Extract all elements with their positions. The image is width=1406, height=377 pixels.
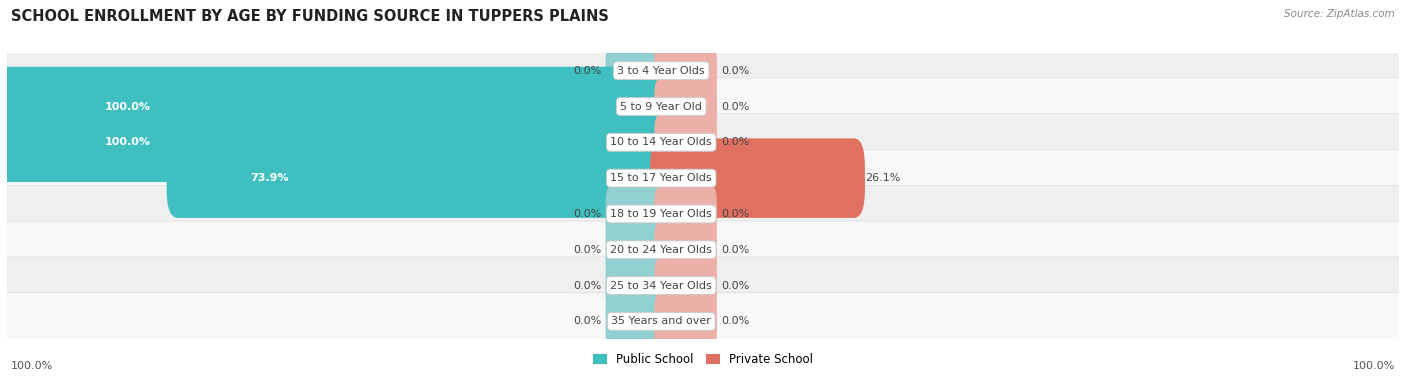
- FancyBboxPatch shape: [606, 293, 668, 350]
- Text: 0.0%: 0.0%: [574, 245, 602, 255]
- FancyBboxPatch shape: [650, 138, 865, 218]
- FancyBboxPatch shape: [3, 78, 1403, 135]
- Text: 0.0%: 0.0%: [721, 101, 749, 112]
- Text: 100.0%: 100.0%: [11, 361, 53, 371]
- Text: 0.0%: 0.0%: [721, 280, 749, 291]
- Text: 0.0%: 0.0%: [721, 316, 749, 326]
- Text: 0.0%: 0.0%: [721, 209, 749, 219]
- Text: 3 to 4 Year Olds: 3 to 4 Year Olds: [617, 66, 704, 76]
- FancyBboxPatch shape: [606, 185, 668, 243]
- FancyBboxPatch shape: [606, 221, 668, 279]
- Text: 10 to 14 Year Olds: 10 to 14 Year Olds: [610, 137, 711, 147]
- FancyBboxPatch shape: [654, 42, 717, 100]
- Text: 73.9%: 73.9%: [250, 173, 288, 183]
- FancyBboxPatch shape: [654, 113, 717, 171]
- Text: 0.0%: 0.0%: [574, 209, 602, 219]
- Text: 0.0%: 0.0%: [721, 245, 749, 255]
- Text: Source: ZipAtlas.com: Source: ZipAtlas.com: [1284, 9, 1395, 20]
- Text: 0.0%: 0.0%: [574, 316, 602, 326]
- FancyBboxPatch shape: [654, 257, 717, 314]
- Text: 15 to 17 Year Olds: 15 to 17 Year Olds: [610, 173, 711, 183]
- FancyBboxPatch shape: [3, 150, 1403, 207]
- Text: 100.0%: 100.0%: [105, 137, 152, 147]
- Text: 0.0%: 0.0%: [721, 66, 749, 76]
- FancyBboxPatch shape: [654, 293, 717, 350]
- Text: 20 to 24 Year Olds: 20 to 24 Year Olds: [610, 245, 713, 255]
- FancyBboxPatch shape: [3, 257, 1403, 314]
- Text: 100.0%: 100.0%: [105, 101, 152, 112]
- FancyBboxPatch shape: [167, 138, 672, 218]
- Text: 5 to 9 Year Old: 5 to 9 Year Old: [620, 101, 702, 112]
- FancyBboxPatch shape: [3, 114, 1403, 171]
- Text: 100.0%: 100.0%: [1353, 361, 1395, 371]
- Text: 0.0%: 0.0%: [721, 137, 749, 147]
- Text: SCHOOL ENROLLMENT BY AGE BY FUNDING SOURCE IN TUPPERS PLAINS: SCHOOL ENROLLMENT BY AGE BY FUNDING SOUR…: [11, 9, 609, 25]
- Text: 0.0%: 0.0%: [574, 66, 602, 76]
- FancyBboxPatch shape: [3, 42, 1403, 99]
- FancyBboxPatch shape: [3, 185, 1403, 243]
- FancyBboxPatch shape: [3, 221, 1403, 278]
- FancyBboxPatch shape: [654, 221, 717, 279]
- FancyBboxPatch shape: [0, 103, 672, 182]
- FancyBboxPatch shape: [654, 185, 717, 243]
- Text: 26.1%: 26.1%: [865, 173, 900, 183]
- Text: 35 Years and over: 35 Years and over: [612, 316, 711, 326]
- FancyBboxPatch shape: [0, 67, 672, 146]
- FancyBboxPatch shape: [606, 42, 668, 100]
- Text: 0.0%: 0.0%: [574, 280, 602, 291]
- Text: 18 to 19 Year Olds: 18 to 19 Year Olds: [610, 209, 711, 219]
- FancyBboxPatch shape: [606, 257, 668, 314]
- FancyBboxPatch shape: [3, 293, 1403, 350]
- Text: 25 to 34 Year Olds: 25 to 34 Year Olds: [610, 280, 711, 291]
- Legend: Public School, Private School: Public School, Private School: [588, 349, 818, 371]
- FancyBboxPatch shape: [654, 78, 717, 135]
